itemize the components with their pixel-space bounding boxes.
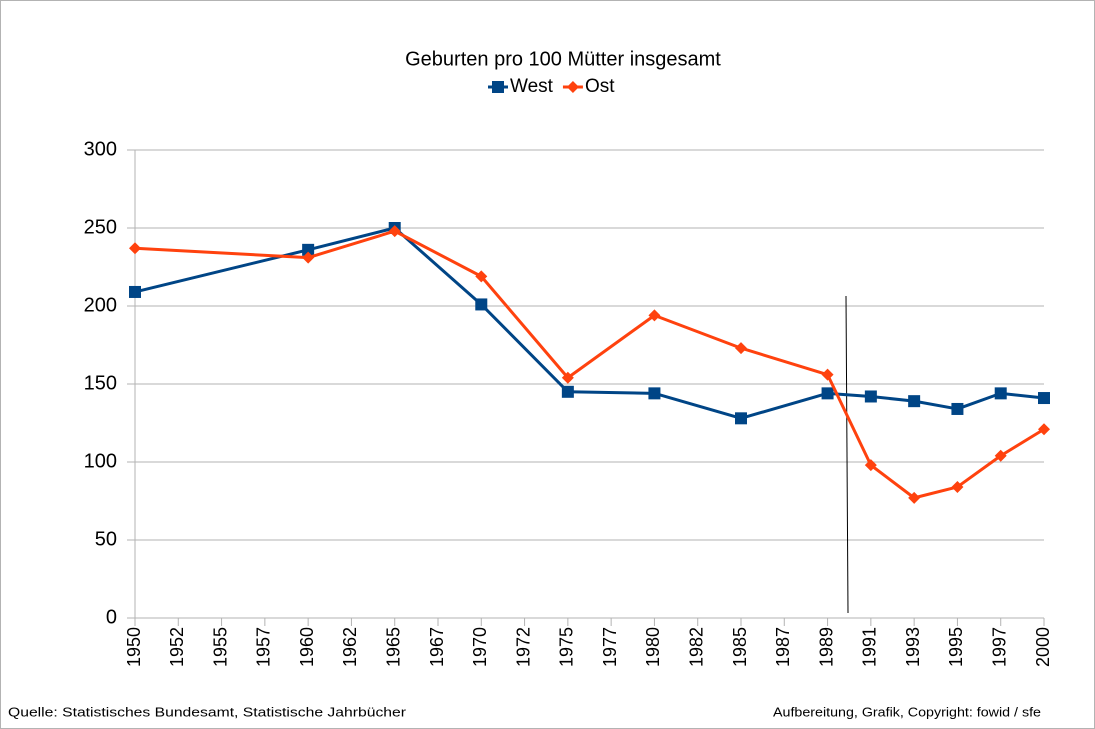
data-point — [908, 395, 921, 408]
data-point — [821, 387, 834, 400]
y-tick-label: 250 — [84, 216, 117, 238]
x-tick-label: 1957 — [254, 627, 274, 667]
data-point — [561, 385, 574, 398]
legend-label: West — [510, 76, 554, 97]
legend-label: Ost — [585, 76, 615, 97]
data-point — [908, 491, 921, 504]
x-tick-label: 1987 — [773, 627, 793, 667]
x-tick-label: 1993 — [903, 627, 923, 667]
y-tick-label: 150 — [84, 372, 117, 394]
y-tick-label: 100 — [84, 450, 117, 472]
x-tick-label: 1962 — [340, 627, 360, 667]
x-tick-label: 1975 — [557, 627, 577, 667]
y-tick-label: 200 — [84, 294, 117, 316]
legend-marker — [492, 81, 504, 93]
x-tick-label: 2000 — [1033, 627, 1053, 667]
x-tick-label: 1950 — [124, 627, 144, 667]
x-tick-label: 1995 — [946, 627, 966, 667]
data-point — [1038, 392, 1050, 405]
data-point — [648, 387, 661, 400]
x-tick-label: 1952 — [167, 627, 187, 667]
x-tick-label: 1977 — [600, 627, 620, 667]
data-point — [994, 387, 1007, 400]
x-tick-label: 1965 — [383, 627, 403, 667]
data-point — [561, 371, 574, 384]
data-point — [1038, 423, 1050, 436]
data-point — [994, 449, 1007, 462]
y-tick-label: 0 — [106, 606, 117, 628]
data-point — [951, 480, 964, 493]
x-tick-label: 1970 — [470, 627, 490, 667]
x-tick-label: 1989 — [816, 627, 836, 667]
x-tick-label: 1985 — [730, 627, 750, 667]
data-point — [864, 390, 877, 403]
chart-title: Geburten pro 100 Mütter insgesamt — [405, 48, 721, 70]
x-tick-label: 1960 — [297, 627, 317, 667]
divider — [845, 295, 849, 614]
data-point — [129, 242, 141, 255]
data-point — [388, 225, 401, 238]
x-tick-label: 1980 — [643, 627, 663, 667]
x-tick-label: 1967 — [427, 627, 447, 667]
data-point — [129, 285, 141, 298]
credit-note: Aufbereitung, Grafik, Copyright: fowid /… — [773, 704, 1041, 719]
data-point — [302, 243, 315, 256]
y-tick-label: 50 — [95, 528, 117, 550]
data-point — [302, 251, 315, 264]
data-point — [864, 459, 877, 472]
x-tick-label: 1982 — [686, 627, 706, 667]
legend-marker — [566, 81, 579, 93]
x-tick-label: 1972 — [513, 627, 533, 667]
data-point — [735, 412, 747, 425]
data-point — [648, 309, 661, 322]
data-point — [951, 402, 964, 415]
x-tick-label: 1955 — [210, 627, 230, 667]
y-tick-label: 300 — [84, 138, 117, 160]
data-point — [821, 368, 834, 381]
source-note: Quelle: Statistisches Bundesamt, Statist… — [8, 704, 407, 719]
x-tick-label: 1991 — [860, 627, 880, 667]
data-point — [475, 270, 488, 283]
data-point — [475, 298, 488, 311]
x-tick-label: 1997 — [989, 627, 1009, 667]
data-point — [735, 342, 747, 355]
